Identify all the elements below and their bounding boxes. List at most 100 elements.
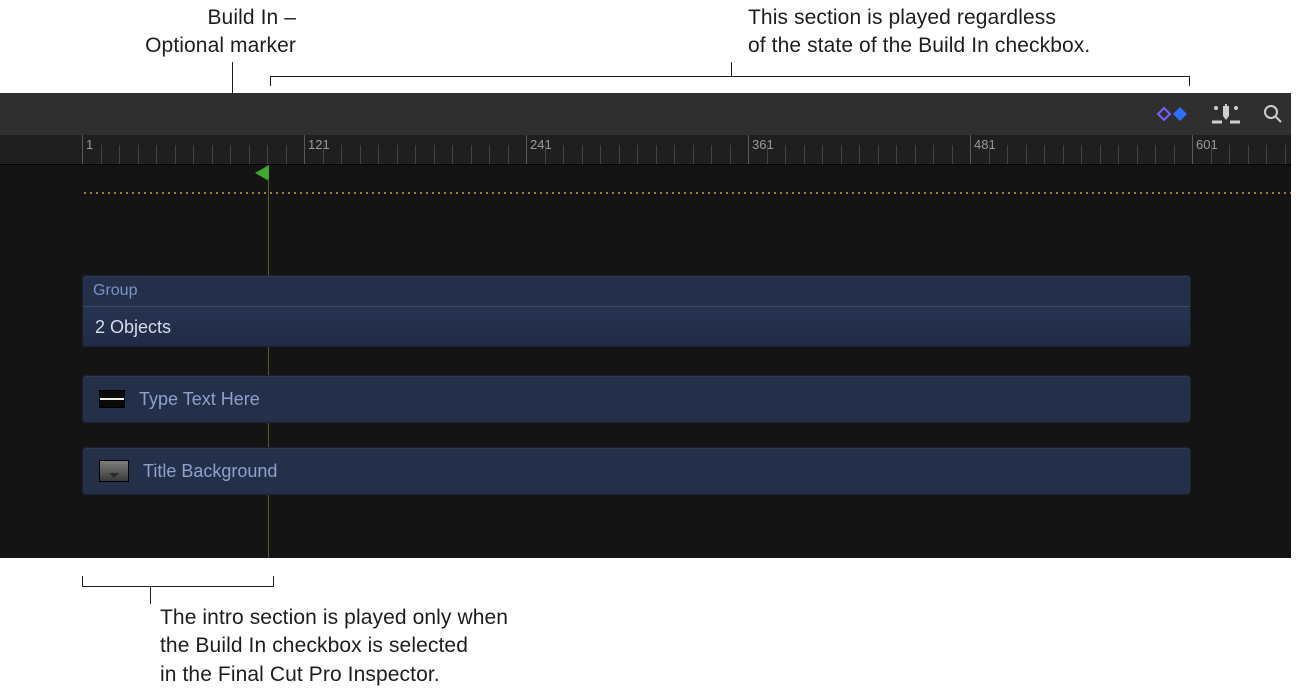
callout-text: This section is played regardless	[748, 6, 1056, 29]
track-group[interactable]: Group 2 Objects	[82, 275, 1191, 347]
callout-text: Optional marker	[145, 34, 296, 57]
ruler-tick-minor	[1174, 145, 1175, 164]
callout-section-regardless: This section is played regardless of the…	[748, 4, 1248, 61]
ruler-tick-label: 481	[974, 137, 996, 152]
ruler-tick-major	[526, 135, 527, 164]
ruler-tick-minor	[1026, 145, 1027, 164]
ruler-tick-minor	[156, 145, 157, 164]
ruler-tick-minor	[1118, 145, 1119, 164]
ruler-tick-minor	[323, 145, 324, 164]
ruler-tick-minor	[138, 145, 139, 164]
timeline-panel: 1121241361481601 Group 2 Objects Type Te…	[0, 93, 1291, 558]
ruler-tick-minor	[582, 145, 583, 164]
timeline-tracks: Group 2 Objects Type Text Here Title Back…	[82, 275, 1191, 519]
ruler-tick-minor	[1137, 145, 1138, 164]
ruler-tick-minor	[767, 145, 768, 164]
ruler-tick-minor	[267, 145, 268, 164]
ruler-tick-minor	[1229, 145, 1230, 164]
keyframe-menu-icon[interactable]	[1155, 105, 1189, 123]
track-item[interactable]: Type Text Here	[82, 375, 1191, 423]
timeline-dotted-guide	[82, 192, 1291, 194]
ruler-tick-minor	[1044, 145, 1045, 164]
callout-build-in-marker: Build In – Optional marker	[36, 4, 296, 61]
ruler-tick-minor	[212, 145, 213, 164]
callout-bracket	[82, 586, 274, 587]
ruler-tick-major	[970, 135, 971, 164]
ruler-tick-minor	[859, 145, 860, 164]
track-thumb-text-icon	[99, 390, 125, 408]
callout-text: of the state of the Build In checkbox.	[748, 34, 1090, 57]
ruler-tick-minor	[1063, 145, 1064, 164]
ruler-tick-minor	[1266, 145, 1267, 164]
ruler-tick-major	[748, 135, 749, 164]
group-subtitle: 2 Objects	[83, 306, 1190, 346]
callout-bracket-end	[82, 576, 83, 586]
zoom-search-icon[interactable]	[1263, 104, 1283, 124]
ruler-tick-minor	[286, 145, 287, 164]
track-label: Title Background	[143, 461, 277, 482]
ruler-tick-minor	[1081, 145, 1082, 164]
callout-leader-line	[731, 62, 732, 77]
ruler-tick-minor	[989, 145, 990, 164]
track-thumb-dropzone-icon	[99, 460, 129, 482]
ruler-tick-minor	[434, 145, 435, 164]
group-title: Group	[83, 276, 1190, 300]
ruler-tick-minor	[711, 145, 712, 164]
ruler-tick-minor	[230, 145, 231, 164]
ruler-tick-minor	[175, 145, 176, 164]
timeline-ruler[interactable]: 1121241361481601	[0, 135, 1291, 165]
ruler-tick-minor	[249, 145, 250, 164]
ruler-tick-minor	[896, 145, 897, 164]
ruler-tick-label: 241	[530, 137, 552, 152]
ruler-tick-minor	[952, 145, 953, 164]
ruler-tick-label: 361	[752, 137, 774, 152]
callout-intro-section: The intro section is played only when th…	[160, 604, 620, 689]
ruler-tick-major	[82, 135, 83, 164]
ruler-tick-minor	[822, 145, 823, 164]
add-marker-icon[interactable]	[1211, 104, 1241, 124]
ruler-tick-minor	[508, 145, 509, 164]
track-item[interactable]: Title Background	[82, 447, 1191, 495]
callout-bracket	[270, 76, 1189, 77]
ruler-tick-minor	[563, 145, 564, 164]
ruler-tick-minor	[1100, 145, 1101, 164]
ruler-tick-label: 121	[308, 137, 330, 152]
ruler-tick-minor	[730, 145, 731, 164]
ruler-tick-minor	[341, 145, 342, 164]
ruler-tick-minor	[804, 145, 805, 164]
ruler-tick-minor	[841, 145, 842, 164]
ruler-tick-minor	[933, 145, 934, 164]
ruler-tick-minor	[378, 145, 379, 164]
ruler-tick-minor	[656, 145, 657, 164]
ruler-tick-minor	[1211, 145, 1212, 164]
ruler-tick-minor	[915, 145, 916, 164]
ruler-tick-minor	[119, 145, 120, 164]
ruler-tick-label: 1	[86, 137, 93, 152]
callout-text: Build In –	[207, 6, 296, 29]
ruler-tick-minor	[693, 145, 694, 164]
ruler-tick-minor	[1155, 145, 1156, 164]
callout-bracket-end	[1189, 76, 1190, 86]
ruler-tick-minor	[415, 145, 416, 164]
ruler-tick-minor	[619, 145, 620, 164]
ruler-tick-minor	[785, 145, 786, 164]
ruler-tick-minor	[360, 145, 361, 164]
callout-text: in the Final Cut Pro Inspector.	[160, 663, 440, 686]
ruler-tick-minor	[1248, 145, 1249, 164]
ruler-tick-minor	[1285, 145, 1286, 164]
ruler-tick-minor	[637, 145, 638, 164]
ruler-tick-minor	[397, 145, 398, 164]
timeline-toolbar	[0, 93, 1291, 135]
ruler-tick-minor	[878, 145, 879, 164]
ruler-tick-minor	[600, 145, 601, 164]
callout-text: the Build In checkbox is selected	[160, 634, 468, 657]
callout-text: The intro section is played only when	[160, 606, 508, 629]
callout-bracket-end	[273, 576, 274, 586]
ruler-tick-major	[304, 135, 305, 164]
callout-leader-line	[150, 586, 151, 604]
ruler-tick-minor	[1007, 145, 1008, 164]
callout-bracket-end	[270, 76, 271, 86]
ruler-tick-minor	[489, 145, 490, 164]
ruler-tick-minor	[101, 145, 102, 164]
ruler-tick-minor	[471, 145, 472, 164]
